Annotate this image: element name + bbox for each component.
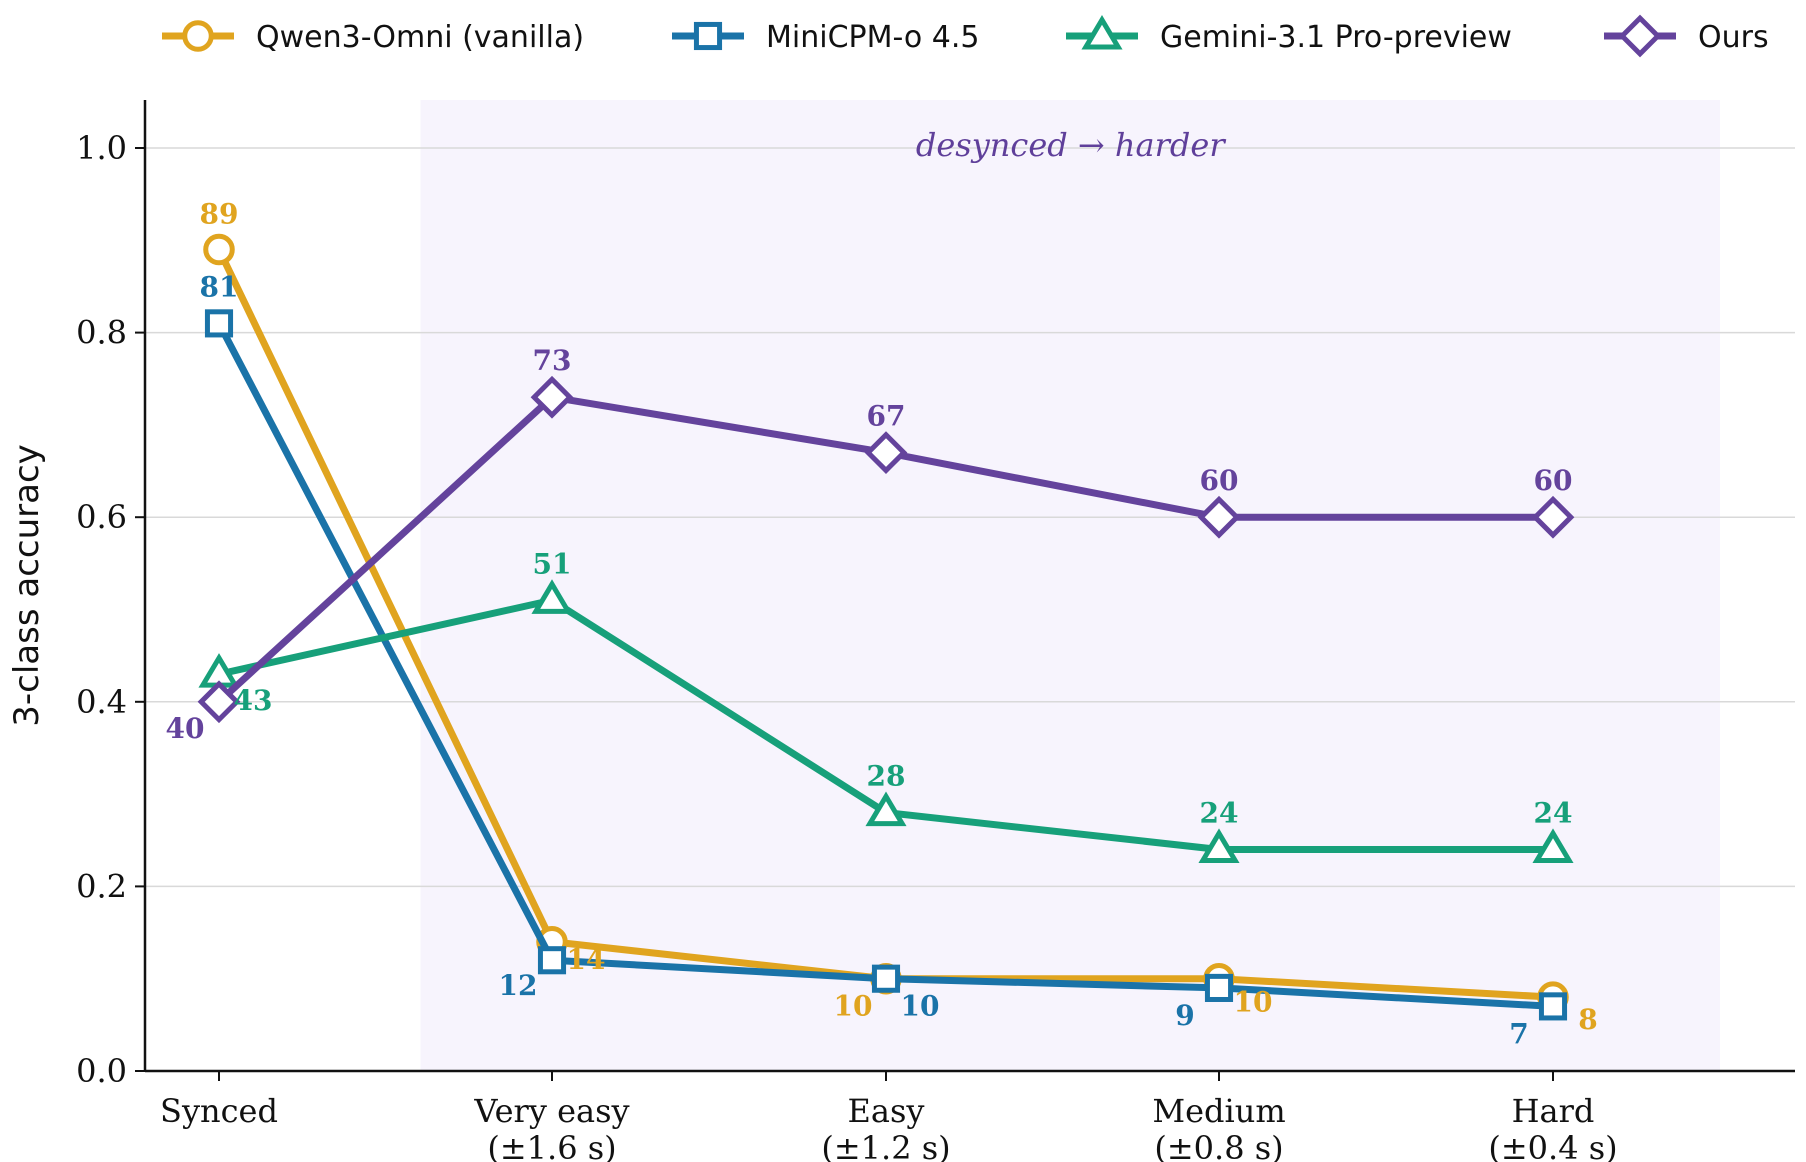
y-tick-label: 0.2 [76,867,127,905]
data-point-marker [203,233,235,266]
data-point-marker [865,791,907,827]
data-point-marker [871,964,901,993]
data-point-marker [864,431,908,474]
x-tick-label: Very easy [473,1092,629,1130]
y-tick-label: 0.4 [76,683,127,721]
legend-marker [1081,14,1123,50]
data-label: 8 [1578,1003,1597,1036]
legend-marker [182,20,214,52]
legend-item: MiniCPM-o 4.5 [672,20,979,55]
legend-label: MiniCPM-o 4.5 [766,20,979,55]
legend-marker [693,21,723,51]
data-label: 40 [166,712,205,745]
x-tick-label: (±1.2 s) [821,1129,950,1162]
data-label: 9 [1175,999,1194,1032]
x-tick-label: Synced [160,1092,278,1130]
data-point-marker [1204,973,1234,1002]
y-axis-label: 3-class accuracy [7,444,47,727]
data-label: 10 [1234,986,1273,1019]
data-label: 28 [867,760,906,793]
legend-label: Gemini-3.1 Pro-preview [1160,20,1512,55]
data-point-marker [1531,495,1575,539]
legend-marker [1618,14,1662,58]
data-label: 7 [1509,1017,1528,1050]
data-label: 24 [1534,796,1573,829]
data-label: 89 [200,198,239,231]
data-point-marker [531,579,573,614]
series-2 [198,579,1574,864]
series-3 [197,375,1575,724]
data-label: 43 [234,684,273,717]
x-tick-label: (±1.6 s) [487,1129,616,1162]
data-point-marker [530,375,574,419]
data-label: 10 [834,990,873,1023]
data-point-marker [197,680,241,724]
data-point-marker [204,309,234,338]
data-label: 60 [1534,464,1573,497]
legend-item: Ours [1604,14,1769,58]
data-label: 24 [1200,796,1239,829]
y-tick-label: 0.8 [76,314,127,352]
data-point-marker [1198,828,1240,864]
x-tick-label: Medium [1152,1092,1285,1130]
data-label: 51 [533,547,572,580]
data-label: 67 [867,400,906,433]
series-1 [204,309,1568,1021]
legend-label: Qwen3-Omni (vanilla) [256,20,584,55]
data-label: 60 [1200,464,1239,497]
legend-item: Gemini-3.1 Pro-preview [1066,14,1512,55]
x-tick-label: Easy [848,1092,925,1130]
y-tick-label: 1.0 [76,129,127,167]
data-label: 73 [533,344,572,377]
y-tick-label: 0.0 [76,1052,127,1090]
data-point-marker [1532,828,1574,864]
legend-item: Qwen3-Omni (vanilla) [162,20,584,55]
data-label: 10 [901,990,940,1023]
x-tick-label: (±0.4 s) [1488,1129,1617,1162]
x-tick-label: (±0.8 s) [1154,1129,1283,1162]
data-label: 12 [499,969,538,1002]
data-label: 14 [567,943,606,976]
desynced-annotation: desynced → harder [916,126,1226,164]
legend-label: Ours [1698,20,1769,55]
data-point-marker [537,946,567,975]
desynced-region [420,100,1720,1071]
y-tick-label: 0.6 [76,498,127,536]
data-point-marker [1538,992,1568,1021]
x-tick-label: Hard [1512,1092,1595,1130]
data-point-marker [1197,495,1241,539]
data-label: 81 [200,270,239,303]
